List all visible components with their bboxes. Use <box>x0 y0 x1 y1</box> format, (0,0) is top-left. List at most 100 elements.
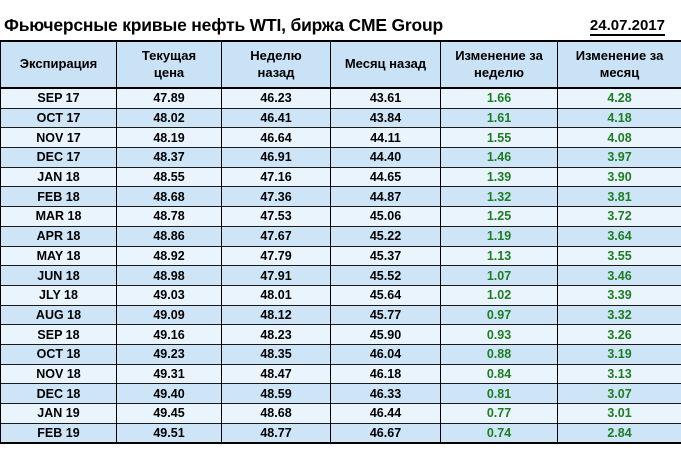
value-cell: 44.40 <box>330 147 441 168</box>
value-cell: 3.46 <box>557 265 681 286</box>
value-cell: 48.86 <box>116 225 222 246</box>
value-cell: 1.32 <box>440 186 558 207</box>
value-cell: 45.06 <box>330 206 441 227</box>
value-cell: 47.53 <box>221 206 331 227</box>
value-cell: 46.64 <box>221 127 331 148</box>
value-cell: 1.61 <box>440 107 558 128</box>
expiration-cell: OCT 17 <box>0 107 117 128</box>
value-cell: 49.51 <box>116 422 222 445</box>
value-cell: 48.37 <box>116 147 222 168</box>
expiration-cell: JUN 18 <box>0 265 117 286</box>
value-cell: 3.72 <box>557 206 681 227</box>
value-cell: 44.87 <box>330 186 441 207</box>
table-row: APR 18 48.86 47.67 45.22 1.19 3.64 <box>0 225 681 246</box>
expiration-cell: MAY 18 <box>0 245 117 266</box>
value-cell: 4.18 <box>557 107 681 128</box>
table-body: SEP 17 47.89 46.23 43.61 1.66 4.28 OCT 17 48.02… <box>0 87 681 445</box>
value-cell: 49.31 <box>116 363 222 384</box>
value-cell: 3.90 <box>557 166 681 187</box>
value-cell: 0.84 <box>440 363 558 384</box>
expiration-cell: OCT 18 <box>0 343 117 365</box>
table-row: SEP 17 47.89 46.23 43.61 1.66 4.28 <box>0 87 681 109</box>
value-cell: 48.55 <box>116 166 222 187</box>
value-cell: 47.89 <box>116 87 222 109</box>
value-cell: 3.32 <box>557 304 681 325</box>
column-header: Текущая цена <box>116 40 222 89</box>
value-cell: 3.26 <box>557 324 681 345</box>
table-row: AUG 18 49.09 48.12 45.77 0.97 3.32 <box>0 304 681 325</box>
value-cell: 43.84 <box>330 107 441 128</box>
value-cell: 0.97 <box>440 304 558 325</box>
expiration-cell: AUG 18 <box>0 304 117 325</box>
value-cell: 0.93 <box>440 324 558 345</box>
value-cell: 48.68 <box>116 186 222 207</box>
value-cell: 3.39 <box>557 284 681 306</box>
value-cell: 48.59 <box>221 383 331 404</box>
value-cell: 3.13 <box>557 363 681 384</box>
expiration-cell: JLY 18 <box>0 284 117 306</box>
value-cell: 0.81 <box>440 383 558 404</box>
value-cell: 45.37 <box>330 245 441 266</box>
value-cell: 49.03 <box>116 284 222 306</box>
value-cell: 45.22 <box>330 225 441 246</box>
value-cell: 48.02 <box>116 107 222 128</box>
value-cell: 48.98 <box>116 265 222 286</box>
value-cell: 0.74 <box>440 422 558 445</box>
table-row: JAN 19 49.45 48.68 46.44 0.77 3.01 <box>0 403 681 424</box>
expiration-cell: APR 18 <box>0 225 117 246</box>
title-bar: Фьючерсные кривые нефть WTI, биржа CME G… <box>0 0 681 40</box>
value-cell: 47.36 <box>221 186 331 207</box>
value-cell: 48.92 <box>116 245 222 266</box>
table-row: JLY 18 49.03 48.01 45.64 1.02 3.39 <box>0 284 681 306</box>
value-cell: 48.12 <box>221 304 331 325</box>
value-cell: 4.08 <box>557 127 681 148</box>
value-cell: 2.84 <box>557 422 681 445</box>
value-cell: 47.67 <box>221 225 331 246</box>
value-cell: 48.35 <box>221 343 331 365</box>
value-cell: 46.23 <box>221 87 331 109</box>
value-cell: 45.52 <box>330 265 441 286</box>
expiration-cell: DEC 18 <box>0 383 117 404</box>
value-cell: 48.19 <box>116 127 222 148</box>
value-cell: 3.97 <box>557 147 681 168</box>
value-cell: 44.11 <box>330 127 441 148</box>
expiration-cell: NOV 17 <box>0 127 117 148</box>
table-row: MAR 18 48.78 47.53 45.06 1.25 3.72 <box>0 206 681 227</box>
value-cell: 44.65 <box>330 166 441 187</box>
value-cell: 48.23 <box>221 324 331 345</box>
table-row: NOV 17 48.19 46.64 44.11 1.55 4.08 <box>0 127 681 148</box>
value-cell: 0.77 <box>440 403 558 424</box>
table-row: MAY 18 48.92 47.79 45.37 1.13 3.55 <box>0 245 681 266</box>
value-cell: 1.55 <box>440 127 558 148</box>
value-cell: 49.45 <box>116 403 222 424</box>
value-cell: 3.64 <box>557 225 681 246</box>
value-cell: 46.33 <box>330 383 441 404</box>
expiration-cell: SEP 18 <box>0 324 117 345</box>
column-header: Изменение за месяц <box>557 40 681 89</box>
value-cell: 49.23 <box>116 343 222 365</box>
value-cell: 1.46 <box>440 147 558 168</box>
value-cell: 46.91 <box>221 147 331 168</box>
value-cell: 1.25 <box>440 206 558 227</box>
table-row: OCT 18 49.23 48.35 46.04 0.88 3.19 <box>0 343 681 365</box>
table-row: FEB 18 48.68 47.36 44.87 1.32 3.81 <box>0 186 681 207</box>
expiration-cell: DEC 17 <box>0 147 117 168</box>
expiration-cell: JAN 18 <box>0 166 117 187</box>
value-cell: 48.78 <box>116 206 222 227</box>
value-cell: 46.18 <box>330 363 441 384</box>
value-cell: 47.16 <box>221 166 331 187</box>
value-cell: 1.13 <box>440 245 558 266</box>
expiration-cell: FEB 19 <box>0 422 117 445</box>
value-cell: 1.07 <box>440 265 558 286</box>
value-cell: 45.77 <box>330 304 441 325</box>
table-row: DEC 18 49.40 48.59 46.33 0.81 3.07 <box>0 383 681 404</box>
expiration-cell: SEP 17 <box>0 87 117 109</box>
value-cell: 47.79 <box>221 245 331 266</box>
value-cell: 43.61 <box>330 87 441 109</box>
value-cell: 4.28 <box>557 87 681 109</box>
expiration-cell: FEB 18 <box>0 186 117 207</box>
value-cell: 3.19 <box>557 343 681 365</box>
value-cell: 47.91 <box>221 265 331 286</box>
column-header: Месяц назад <box>330 40 441 89</box>
